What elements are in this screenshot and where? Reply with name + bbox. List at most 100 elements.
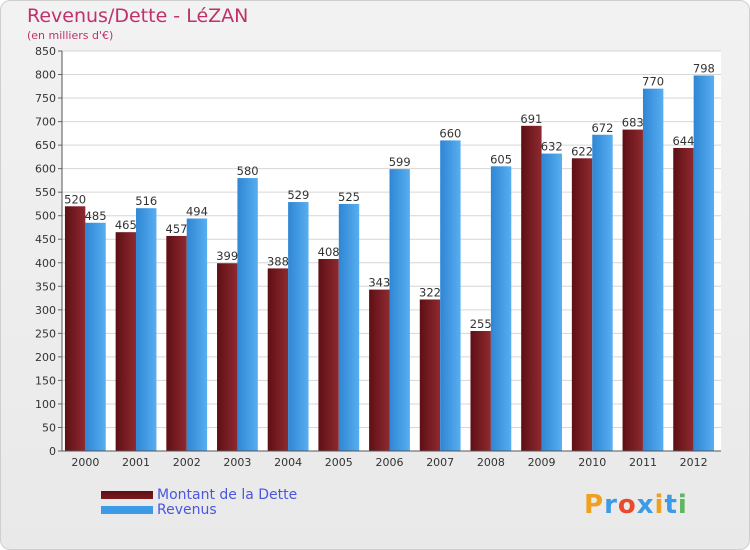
- data-label-debt-2000: 520: [64, 192, 86, 206]
- bar-debt-2006: [369, 289, 390, 451]
- legend-label-revenue: Revenus: [157, 501, 217, 518]
- data-label-debt-2007: 322: [419, 285, 441, 299]
- y-tick-label: 700: [35, 116, 56, 129]
- bar-debt-2007: [419, 299, 441, 451]
- bar-debt-2003: [217, 263, 238, 451]
- legend-label-debt: Montant de la Dette: [157, 486, 298, 503]
- y-tick-label: 650: [35, 139, 56, 152]
- logo-letter: r: [604, 490, 618, 520]
- x-tick-label: 2005: [325, 456, 353, 469]
- bar-revenue-2004: [288, 202, 309, 451]
- data-label-revenue-2011: 770: [642, 75, 664, 89]
- data-label-debt-2005: 408: [318, 245, 340, 259]
- data-label-revenue-2005: 525: [338, 190, 360, 204]
- data-label-revenue-2003: 580: [237, 164, 259, 178]
- data-label-debt-2009: 691: [520, 112, 542, 126]
- bar-debt-2001: [115, 232, 137, 451]
- bar-revenue-2011: [642, 88, 664, 451]
- data-label-revenue-2006: 599: [389, 155, 411, 169]
- data-label-debt-2002: 457: [166, 222, 188, 236]
- data-label-debt-2012: 644: [672, 134, 694, 148]
- bar-debt-2008: [470, 331, 491, 451]
- data-label-debt-2001: 465: [115, 218, 137, 232]
- data-label-revenue-2008: 605: [490, 152, 512, 166]
- data-label-revenue-2012: 798: [693, 61, 715, 75]
- legend-swatch-debt: [101, 490, 153, 499]
- bar-revenue-2000: [85, 222, 106, 451]
- y-tick-label: 100: [35, 398, 56, 411]
- y-tick-label: 50: [42, 421, 56, 434]
- y-tick-label: 200: [35, 351, 56, 364]
- data-label-revenue-2010: 672: [591, 121, 613, 135]
- data-label-debt-2006: 343: [368, 276, 390, 290]
- bar-revenue-2008: [490, 166, 512, 451]
- bar-revenue-2003: [237, 178, 258, 451]
- data-label-revenue-2007: 660: [439, 126, 461, 140]
- bar-revenue-2007: [440, 140, 461, 452]
- x-tick-label: 2012: [680, 456, 708, 469]
- bar-debt-2010: [571, 158, 593, 451]
- x-tick-label: 2002: [173, 456, 201, 469]
- x-tick-label: 2001: [122, 456, 150, 469]
- x-tick-label: 2000: [71, 456, 99, 469]
- legend-item-revenue: Revenus: [101, 501, 297, 518]
- data-label-revenue-2004: 529: [287, 188, 309, 202]
- chart-subtitle: (en milliers d'€): [27, 29, 114, 42]
- bar-revenue-2006: [389, 169, 410, 451]
- bar-revenue-2010: [592, 134, 613, 451]
- bar-debt-2009: [521, 125, 542, 451]
- y-tick-label: 500: [35, 210, 56, 223]
- bar-revenue-2005: [338, 203, 360, 451]
- x-tick-label: 2003: [223, 456, 251, 469]
- chart-title: Revenus/Dette - LéZAN: [27, 5, 249, 27]
- x-tick-label: 2007: [426, 456, 454, 469]
- bar-revenue-2009: [541, 153, 562, 451]
- bar-debt-2005: [318, 259, 339, 451]
- legend: Montant de la Dette Revenus: [101, 486, 298, 518]
- legend-item-debt: Montant de la Dette: [101, 486, 298, 503]
- data-label-revenue-2001: 516: [135, 194, 157, 208]
- y-tick-label: 300: [35, 304, 56, 317]
- bar-debt-2002: [166, 235, 187, 451]
- bar-revenue-2002: [186, 218, 208, 451]
- x-tick-label: 2004: [274, 456, 302, 469]
- x-tick-label: 2006: [376, 456, 404, 469]
- y-tick-label: 350: [35, 280, 56, 293]
- logo-letter: t: [664, 490, 678, 520]
- data-label-debt-2010: 622: [571, 144, 593, 158]
- y-tick-label: 600: [35, 163, 56, 176]
- x-tick-label: 2011: [629, 456, 657, 469]
- y-tick-label: 450: [35, 233, 56, 246]
- data-label-revenue-2009: 632: [541, 140, 563, 154]
- bar-revenue-2012: [693, 75, 715, 452]
- logo-letter: x: [636, 490, 655, 520]
- bar-revenue-2001: [136, 208, 157, 451]
- bar-debt-2004: [267, 268, 289, 451]
- data-label-revenue-2000: 485: [85, 209, 107, 223]
- y-tick-label: 800: [35, 69, 56, 82]
- y-tick-label: 150: [35, 374, 56, 387]
- data-label-debt-2003: 399: [216, 249, 238, 263]
- y-tick-label: 850: [35, 45, 56, 58]
- bar-debt-2011: [622, 129, 643, 451]
- data-label-debt-2011: 683: [622, 116, 644, 130]
- logo-letter: i: [677, 490, 688, 520]
- data-label-debt-2004: 388: [267, 254, 289, 268]
- proxiti-logo: Proxiti: [584, 490, 688, 520]
- y-tick-label: 400: [35, 257, 56, 270]
- y-tick-label: 0: [49, 445, 56, 458]
- logo-letter: P: [584, 490, 605, 520]
- y-tick-label: 750: [35, 92, 56, 105]
- legend-swatch-revenue: [101, 505, 153, 514]
- logo-letter: i: [654, 490, 665, 520]
- bar-debt-2012: [673, 147, 694, 452]
- y-tick-label: 250: [35, 327, 56, 340]
- data-label-revenue-2002: 494: [186, 205, 208, 219]
- x-tick-label: 2010: [578, 456, 606, 469]
- y-tick-label: 550: [35, 186, 56, 199]
- bar-debt-2000: [64, 206, 86, 451]
- x-tick-label: 2008: [477, 456, 505, 469]
- logo-letter: o: [617, 490, 637, 520]
